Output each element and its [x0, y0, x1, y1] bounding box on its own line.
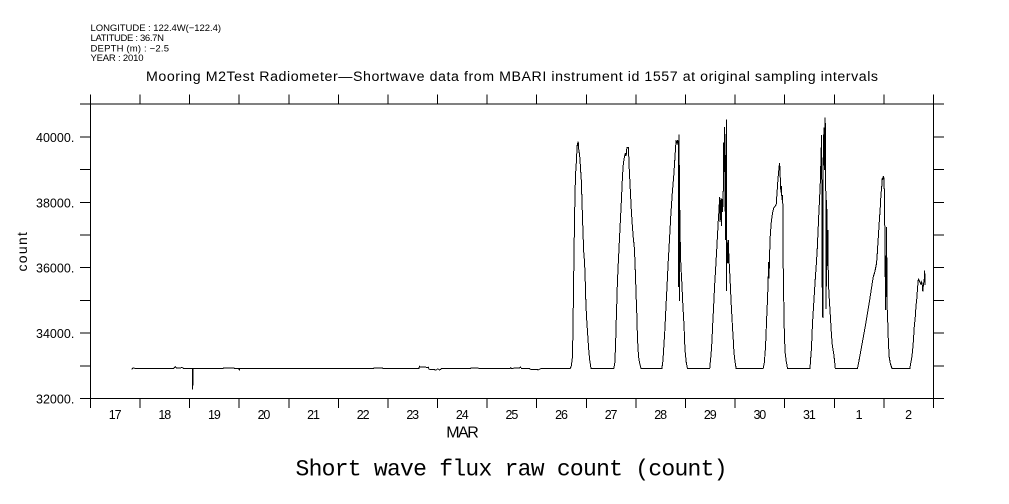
svg-text:32000.: 32000.: [36, 393, 74, 407]
svg-text:36000.: 36000.: [36, 262, 74, 276]
svg-text:27: 27: [605, 408, 618, 422]
svg-text:LONGITUDE : 122.4W(−122.4): LONGITUDE : 122.4W(−122.4): [91, 23, 222, 34]
svg-text:20: 20: [258, 408, 271, 422]
svg-text:29: 29: [704, 408, 717, 422]
svg-text:21: 21: [307, 408, 320, 422]
svg-text:19: 19: [208, 408, 221, 422]
svg-text:26: 26: [555, 408, 568, 422]
svg-text:DEPTH (m) : −2.5: DEPTH (m) : −2.5: [91, 44, 170, 55]
svg-text:34000.: 34000.: [36, 327, 74, 341]
svg-text:LATITUDE : 36.7N: LATITUDE : 36.7N: [91, 33, 165, 44]
svg-text:count: count: [14, 232, 30, 272]
svg-text:38000.: 38000.: [36, 196, 74, 210]
svg-text:23: 23: [406, 408, 419, 422]
svg-text:22: 22: [357, 408, 370, 422]
svg-text:28: 28: [654, 408, 667, 422]
svg-text:Short wave flux raw count (cou: Short wave flux raw count (count): [296, 457, 728, 483]
svg-text:Mooring M2Test Radiometer—Shor: Mooring M2Test Radiometer—Shortwave data…: [146, 69, 878, 85]
svg-text:1: 1: [856, 408, 863, 422]
svg-text:31: 31: [803, 408, 816, 422]
svg-text:30: 30: [753, 408, 766, 422]
svg-text:17: 17: [109, 408, 122, 422]
svg-text:YEAR : 2010: YEAR : 2010: [91, 53, 144, 64]
svg-text:18: 18: [158, 408, 171, 422]
svg-text:25: 25: [506, 408, 519, 422]
svg-text:2: 2: [905, 408, 912, 422]
svg-text:40000.: 40000.: [36, 131, 74, 145]
svg-text:MAR: MAR: [446, 425, 479, 442]
svg-text:24: 24: [456, 408, 469, 422]
